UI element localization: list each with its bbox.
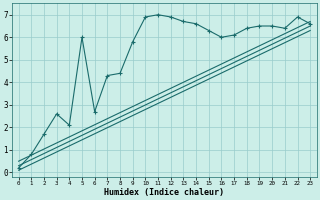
X-axis label: Humidex (Indice chaleur): Humidex (Indice chaleur)	[104, 188, 224, 197]
